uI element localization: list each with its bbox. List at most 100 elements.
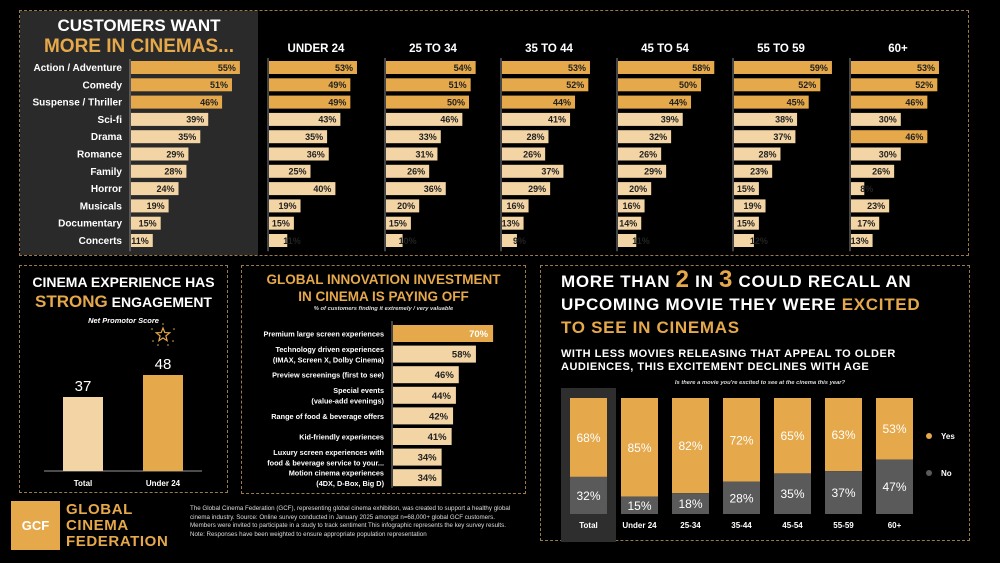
gcf-logo: GCF — [11, 501, 60, 550]
logo-line1: GLOBAL — [66, 501, 133, 518]
age-bar — [851, 130, 928, 144]
genre-bar-value: 29% — [166, 149, 184, 159]
age-group-header: 60+ — [888, 43, 908, 55]
age-bar-value: 51% — [449, 80, 467, 90]
headline-segment: 3 — [718, 266, 734, 293]
genre-bar-total — [131, 216, 161, 230]
headline-segment: IN — [689, 272, 719, 291]
innovation-subtitle: % of customers finding it extremely / ve… — [313, 306, 454, 312]
innovation-value: 46% — [435, 370, 455, 381]
age-bar-value: 49% — [328, 97, 346, 107]
excitement-question: Is there a movie you're excited to see a… — [674, 380, 846, 386]
age-group-header: 25 TO 34 — [409, 43, 457, 55]
age-bar-value: 15% — [389, 219, 407, 229]
age-group-header: 35 TO 44 — [525, 43, 573, 55]
age-bar — [851, 95, 928, 109]
headline-segment: TO SEE IN CINEMAS — [561, 318, 740, 337]
excitement-panel — [540, 265, 970, 541]
genre-title-line1: CUSTOMERS WANT — [57, 16, 221, 35]
headline-segment: EXCITED — [841, 295, 921, 314]
age-bar-value: 53% — [917, 63, 935, 73]
innovation-label: Range of food & beverage offers — [271, 412, 384, 421]
nps-value: 37 — [75, 378, 92, 395]
excite-bar-yes — [774, 398, 811, 474]
age-bar — [502, 78, 589, 92]
nps-value: 48 — [155, 356, 172, 373]
excite-bar-yes — [570, 398, 607, 477]
age-bar — [734, 61, 832, 74]
age-bar-value: 23% — [867, 201, 885, 211]
excite-no-value: 32% — [576, 489, 600, 503]
genre-bar-value: 15% — [139, 219, 157, 229]
excite-yes-value: 72% — [729, 433, 753, 447]
genre-bar-value: 11% — [131, 236, 149, 246]
age-bar-value: 26% — [872, 167, 890, 177]
age-bar-value: 52% — [915, 80, 933, 90]
age-bar-value: 10% — [399, 236, 417, 246]
age-bar — [734, 216, 759, 230]
excitement-subhead-line2: AUDIENCES, THIS EXCITEMENT DECLINES WITH… — [561, 361, 870, 373]
genre-bar-value: 46% — [200, 97, 218, 107]
excite-yes-value: 65% — [780, 429, 804, 443]
age-bar-value: 58% — [692, 63, 710, 73]
age-bar-value: 29% — [644, 167, 662, 177]
age-bar — [851, 164, 895, 178]
age-bar — [386, 112, 463, 126]
innovation-label: food & beverage service to your... — [267, 458, 384, 467]
age-bar-value: 26% — [407, 167, 425, 177]
innovation-bar — [393, 428, 452, 445]
age-bar — [734, 95, 809, 109]
innovation-value: 34% — [418, 473, 438, 484]
genre-label: Suspense / Thriller — [33, 98, 123, 109]
genre-label: Horror — [91, 184, 122, 195]
excite-bar-yes — [876, 398, 913, 460]
age-bar-value: 25% — [288, 167, 306, 177]
age-bar-value: 9% — [513, 236, 526, 246]
age-bar-value: 46% — [440, 115, 458, 125]
excite-bar-no — [621, 496, 658, 514]
excite-bar-yes — [672, 398, 709, 494]
headline-segment: COULD RECALL AN — [733, 272, 912, 291]
age-bar-value: 53% — [568, 63, 586, 73]
age-bar — [502, 216, 524, 230]
innovation-value: 34% — [418, 453, 438, 464]
headline-segment: 2 — [675, 266, 690, 293]
age-bar — [269, 234, 288, 247]
genre-label: Concerts — [79, 236, 123, 247]
legend-no-label: No — [941, 469, 952, 478]
genre-bar-value: 35% — [178, 132, 196, 142]
excite-yes-value: 85% — [627, 441, 651, 455]
age-bar — [386, 61, 476, 74]
innovation-bar — [393, 407, 454, 425]
age-bar-value: 28% — [758, 149, 776, 159]
age-bar-value: 39% — [661, 115, 679, 125]
age-bar — [386, 216, 411, 230]
age-bar — [734, 130, 796, 144]
age-bar — [851, 234, 873, 247]
age-bar-value: 43% — [318, 115, 336, 125]
age-bar — [269, 78, 351, 92]
innovation-label: Special events — [333, 386, 384, 395]
nps-bar — [63, 397, 103, 471]
innovation-label: (value-add evenings) — [311, 397, 384, 406]
age-bar-value: 15% — [737, 184, 755, 194]
legend-no-dot — [926, 470, 932, 476]
excite-bar-yes — [825, 398, 862, 472]
age-bar-value: 36% — [424, 184, 442, 194]
age-bar-value: 40% — [313, 184, 331, 194]
innovation-bar — [393, 469, 442, 487]
age-bar-value: 50% — [679, 80, 697, 90]
age-bar — [386, 130, 441, 144]
age-bar — [618, 95, 692, 109]
age-bar-value: 46% — [905, 132, 923, 142]
innovation-value: 41% — [428, 432, 448, 443]
age-bar — [618, 61, 715, 74]
legend-yes-label: Yes — [941, 432, 955, 441]
age-bar-value: 23% — [750, 167, 768, 177]
headline-segment: MORE THAN — [561, 272, 676, 291]
age-bar-value: 30% — [879, 149, 897, 159]
genre-bar-value: 28% — [164, 167, 182, 177]
age-bar — [618, 164, 667, 178]
headline-line-1: MORE THAN 2 IN 3 COULD RECALL AN — [561, 268, 961, 293]
genre-label: Documentary — [58, 219, 122, 230]
